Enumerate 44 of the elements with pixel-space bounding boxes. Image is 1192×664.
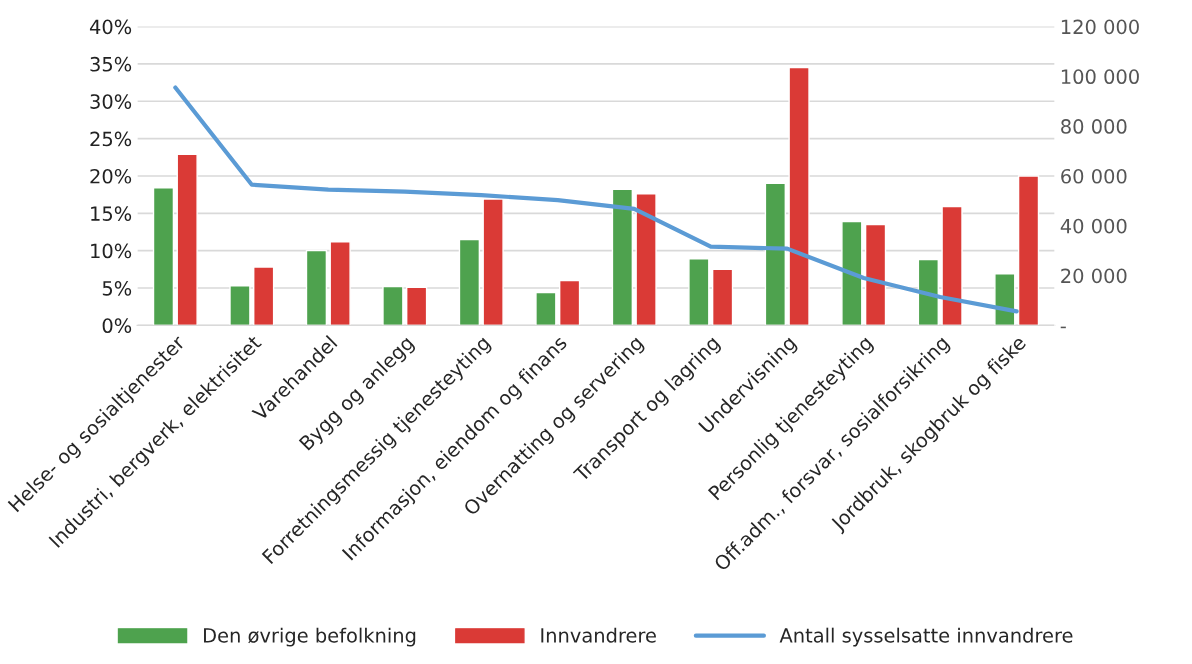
bar	[941, 205, 963, 326]
y-tick-label: 20%	[90, 168, 132, 184]
legend-label: Innvandrere	[541, 627, 656, 643]
bar	[535, 291, 557, 326]
bar	[229, 285, 251, 326]
y-tick-label: 25%	[90, 131, 132, 147]
y-tick-label: 15%	[91, 206, 132, 221]
bar	[406, 286, 428, 326]
bar	[458, 238, 481, 326]
bar	[635, 193, 657, 326]
bar	[864, 223, 887, 326]
legend-label: Antall sysselsatte innvandrere	[779, 627, 1073, 647]
bar	[305, 249, 328, 326]
bar	[329, 241, 351, 326]
y-tick-label: 35%	[90, 56, 132, 72]
line-series	[173, 85, 1019, 314]
legend-label: Den øvrige befolkning	[204, 627, 416, 647]
bar	[176, 153, 198, 326]
bar	[711, 268, 734, 326]
y2-tick-label: 20 000	[1061, 268, 1127, 284]
bar	[382, 285, 404, 326]
y2-tick-label: 100 000	[1061, 69, 1139, 85]
y2-tick-label: 120 000	[1061, 19, 1139, 35]
bar	[841, 220, 863, 326]
y-tick-label: 10%	[91, 243, 132, 259]
bar	[611, 188, 634, 326]
bar	[1017, 175, 1040, 326]
bar	[788, 66, 810, 326]
bar	[917, 258, 939, 326]
bar	[558, 279, 581, 326]
y-tick-label: 40%	[89, 19, 132, 35]
y-tick-label: 30%	[90, 94, 132, 109]
bar	[688, 258, 710, 326]
y2-tick-label: 80 000	[1061, 119, 1127, 134]
y-tick-label: 5%	[102, 280, 132, 296]
y2-tick-label: 40 000	[1060, 218, 1127, 234]
bar	[152, 187, 175, 326]
bar	[253, 266, 275, 326]
bar	[764, 182, 786, 326]
bar	[994, 273, 1016, 326]
bar	[482, 198, 504, 326]
y2-tick-label: -	[1060, 326, 1066, 329]
y-tick-label: 0%	[102, 318, 132, 334]
y2-tick-label: 60 000	[1061, 168, 1127, 184]
